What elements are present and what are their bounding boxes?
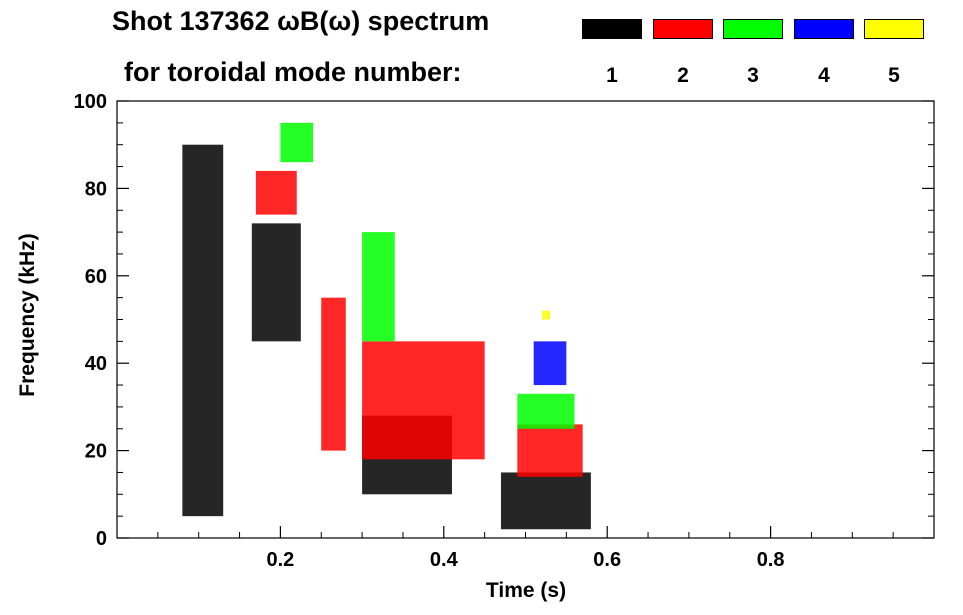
legend-label-mode-3: 3 — [747, 64, 759, 87]
chart-title-line1: Shot 137362 ωB(ω) spectrum — [112, 6, 490, 36]
y-tick-label-4: 80 — [85, 178, 107, 200]
y-tick-label-1: 20 — [85, 441, 107, 463]
mode-2-region-1 — [255, 170, 297, 215]
mode-5-region-1 — [541, 310, 551, 320]
mode-2-region-2 — [321, 297, 346, 451]
mode-3-region-3 — [517, 393, 575, 429]
legend-swatch-mode-3 — [723, 19, 783, 39]
legend-label-mode-2: 2 — [677, 64, 689, 87]
legend-swatch-mode-4 — [794, 19, 854, 39]
mode-1-region-2 — [251, 223, 301, 342]
y-tick-label-2: 40 — [85, 353, 107, 375]
legend-swatch-mode-2 — [653, 19, 713, 39]
y-axis-label: Frequency (kHz) — [16, 233, 39, 396]
mode-2-region-3 — [362, 341, 485, 460]
mode-3-region-1 — [280, 122, 314, 163]
x-tick-label-1: 0.4 — [430, 549, 459, 571]
mode-1-region-1 — [182, 144, 224, 517]
x-tick-label-2: 0.6 — [593, 549, 621, 571]
mode-2-region-4 — [517, 424, 583, 477]
axis-ticks: 0 20 40 60 80 100 0.2 0.4 0.6 0.8 — [74, 91, 934, 571]
legend-label-mode-4: 4 — [818, 64, 830, 87]
chart-title-line2: for toroidal mode number: — [124, 57, 462, 87]
legend-label-mode-5: 5 — [888, 64, 900, 87]
x-axis-label: Time (s) — [486, 579, 566, 602]
mode-1-region-4 — [500, 472, 591, 530]
x-tick-label-3: 0.8 — [757, 549, 785, 571]
x-tick-label-0: 0.2 — [266, 549, 294, 571]
plot-frame — [116, 100, 935, 539]
mode-4-region-1 — [533, 341, 567, 386]
spectrum-regions — [182, 122, 591, 530]
y-tick-label-5: 100 — [74, 91, 107, 113]
y-tick-label-3: 60 — [85, 266, 107, 288]
y-tick-label-0: 0 — [96, 528, 107, 550]
legend-swatch-mode-1 — [582, 19, 642, 39]
legend-label-mode-1: 1 — [606, 64, 618, 87]
mode-3-region-2 — [362, 232, 395, 342]
legend-swatch-mode-5 — [864, 19, 924, 39]
